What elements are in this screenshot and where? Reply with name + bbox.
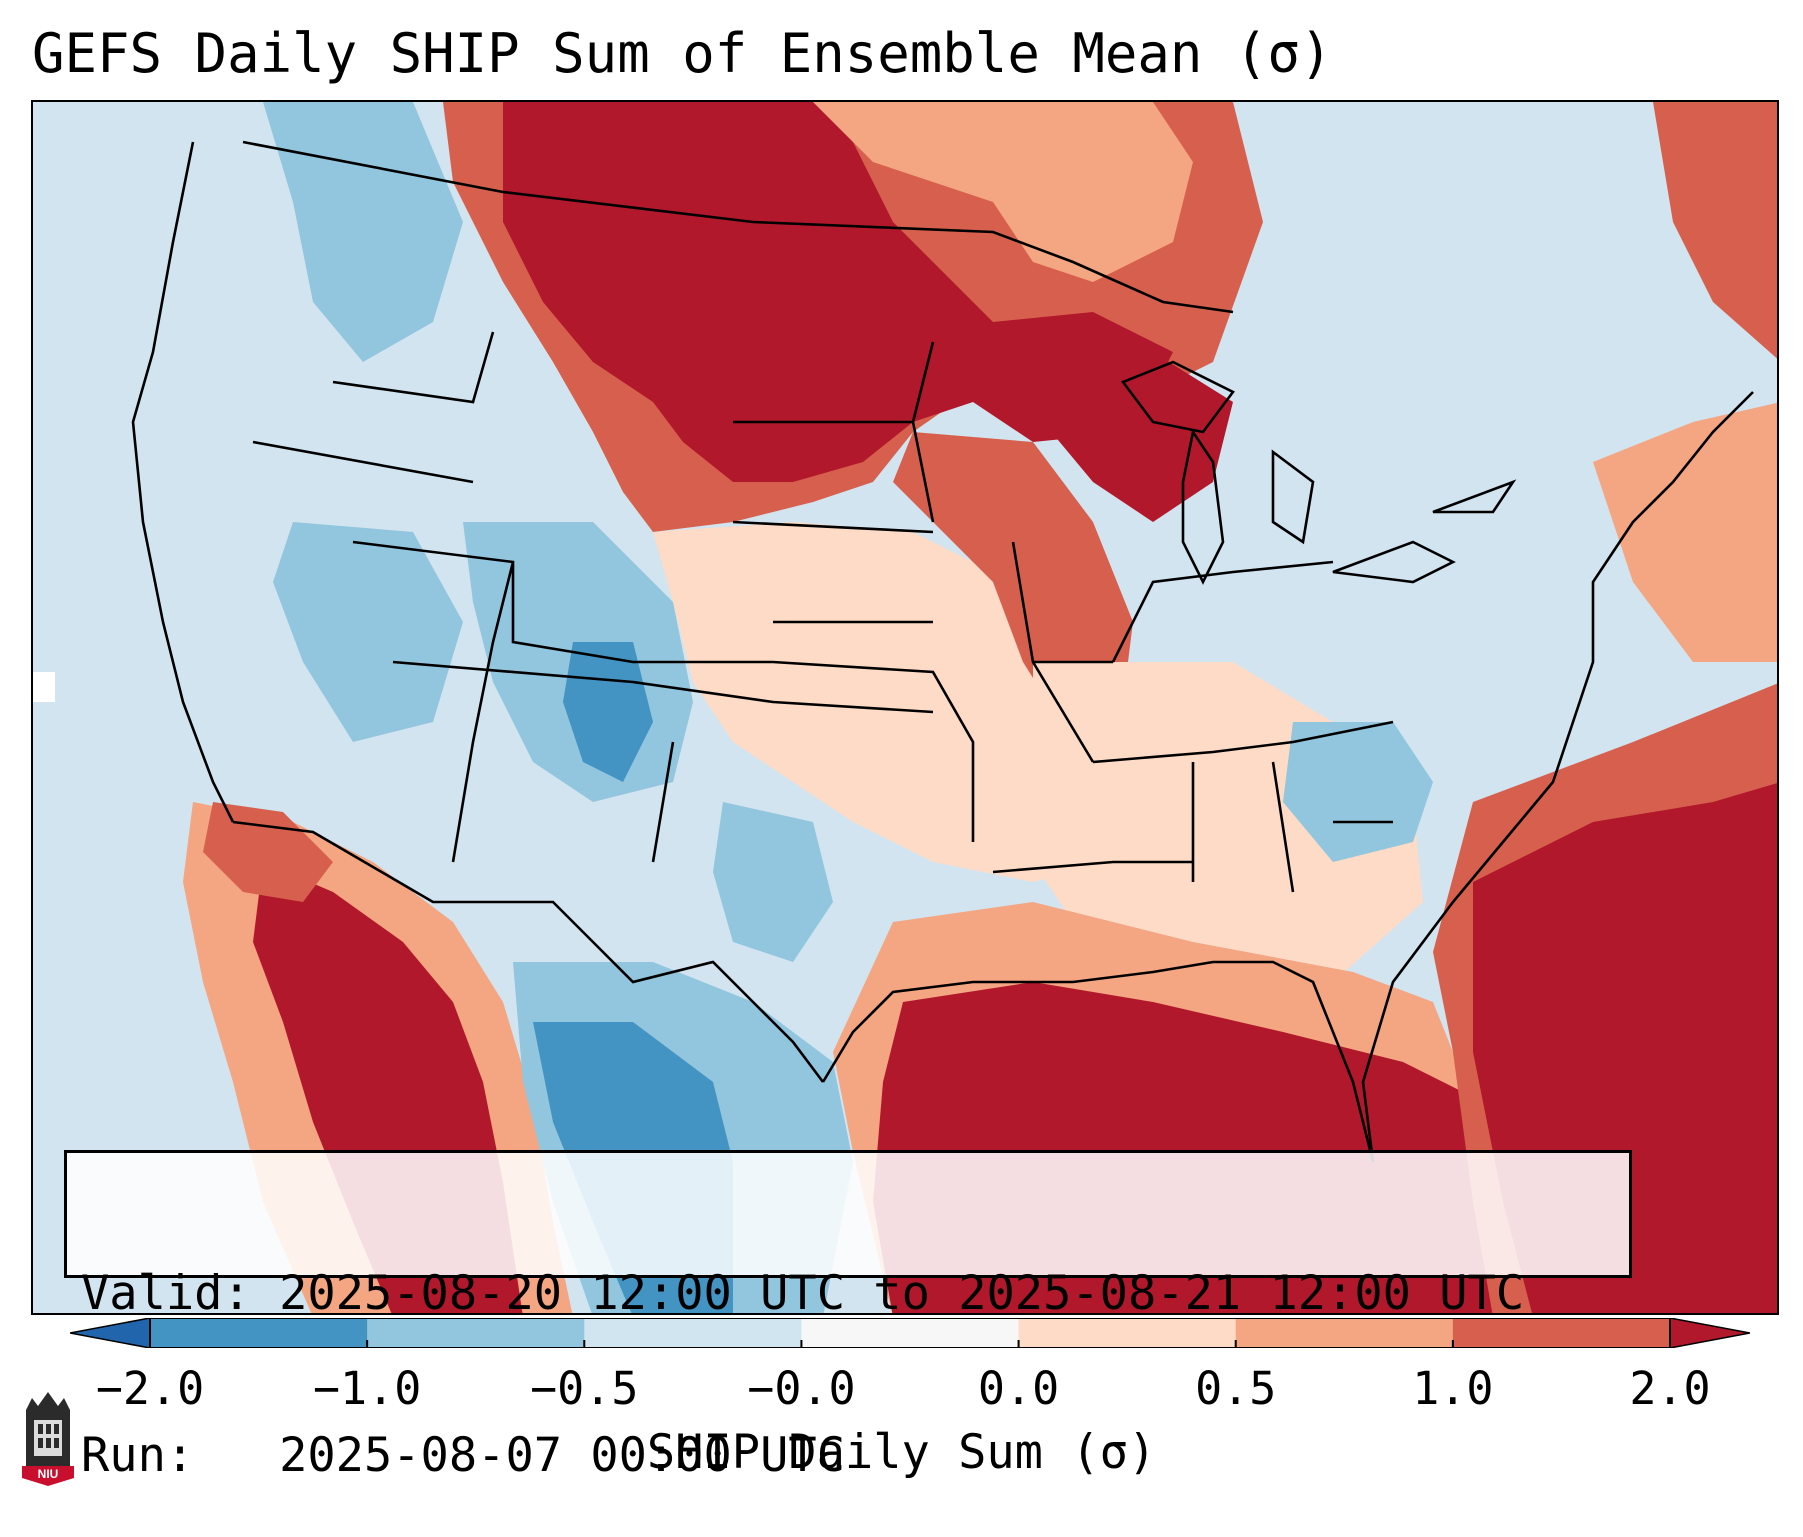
colorbar-segment (1452, 1318, 1671, 1348)
colorbar-tick-label: 1.0 (1412, 1362, 1494, 1415)
region-socal-warm (203, 802, 333, 902)
colorbar-segment (1235, 1318, 1454, 1348)
run-label: Run: (81, 1428, 195, 1483)
valid-run-infobox: Valid: 2025-08-20 12:00 UTC to 2025-08-2… (64, 1150, 1632, 1483)
colorbar-tick-label: 2.0 (1629, 1362, 1711, 1415)
colorbar-tick-label: −0.0 (747, 1362, 856, 1415)
great-lakes-outline (1120, 360, 1517, 585)
boundaries (131, 140, 1754, 1163)
region-appalachia-cool (1283, 722, 1433, 862)
colorbar-extend-high (1669, 1318, 1750, 1348)
region-great-basin-cool (273, 522, 463, 742)
region-new-england-warm (1593, 402, 1777, 662)
colorbar-segment (150, 1318, 368, 1348)
atlantic-coast (1361, 391, 1754, 1163)
gulf-coast (821, 960, 1375, 1163)
colorbar-tick-label: −0.5 (530, 1362, 639, 1415)
ship-field (33, 102, 1777, 1313)
colorbar-tick-label: −2.0 (95, 1362, 205, 1415)
colorbar-label: SHIP Daily Sum (σ) (646, 1425, 1157, 1480)
logo-text: NIU (38, 1467, 59, 1481)
colorbar-tick-label: 0.0 (977, 1362, 1060, 1415)
valid-line: Valid: 2025-08-20 12:00 UTC to 2025-08-2… (81, 1267, 1629, 1321)
colorbar-frame (149, 1318, 1671, 1348)
colorbar-segment (584, 1318, 802, 1348)
region-pnw-cool (263, 102, 463, 362)
state-lines (252, 331, 1394, 893)
region-canada-light (813, 102, 1193, 282)
colorbar (70, 1318, 1750, 1348)
colorbar-tick-label: −1.0 (312, 1362, 422, 1415)
colorbar-tick-label: 0.5 (1195, 1362, 1277, 1415)
ship-map (31, 100, 1779, 1315)
colorbar-segment (367, 1318, 585, 1348)
mexico-border (232, 820, 825, 1083)
run-line: Run: 2025-08-07 00:00 UTC (81, 1429, 1629, 1483)
run-value: 2025-08-07 00:00 UTC (279, 1428, 846, 1483)
valid-label: Valid: (81, 1266, 251, 1321)
region-west-texas-cool (713, 802, 833, 962)
canada-border (242, 140, 1234, 314)
missing-data-notch (33, 672, 55, 702)
region-northern-plains-hot (503, 102, 1173, 482)
map-title: GEFS Daily SHIP Sum of Ensemble Mean (σ) (32, 22, 1333, 85)
valid-value: 2025-08-20 12:00 UTC to 2025-08-21 12:00… (279, 1266, 1525, 1321)
colorbar-extend-low (70, 1318, 151, 1348)
niu-logo: NIU (22, 1392, 74, 1486)
region-maritimes-warm (1653, 102, 1777, 359)
west-coast (131, 141, 235, 823)
colorbar-segment (801, 1318, 1020, 1348)
colorbar-segment (1018, 1318, 1237, 1348)
